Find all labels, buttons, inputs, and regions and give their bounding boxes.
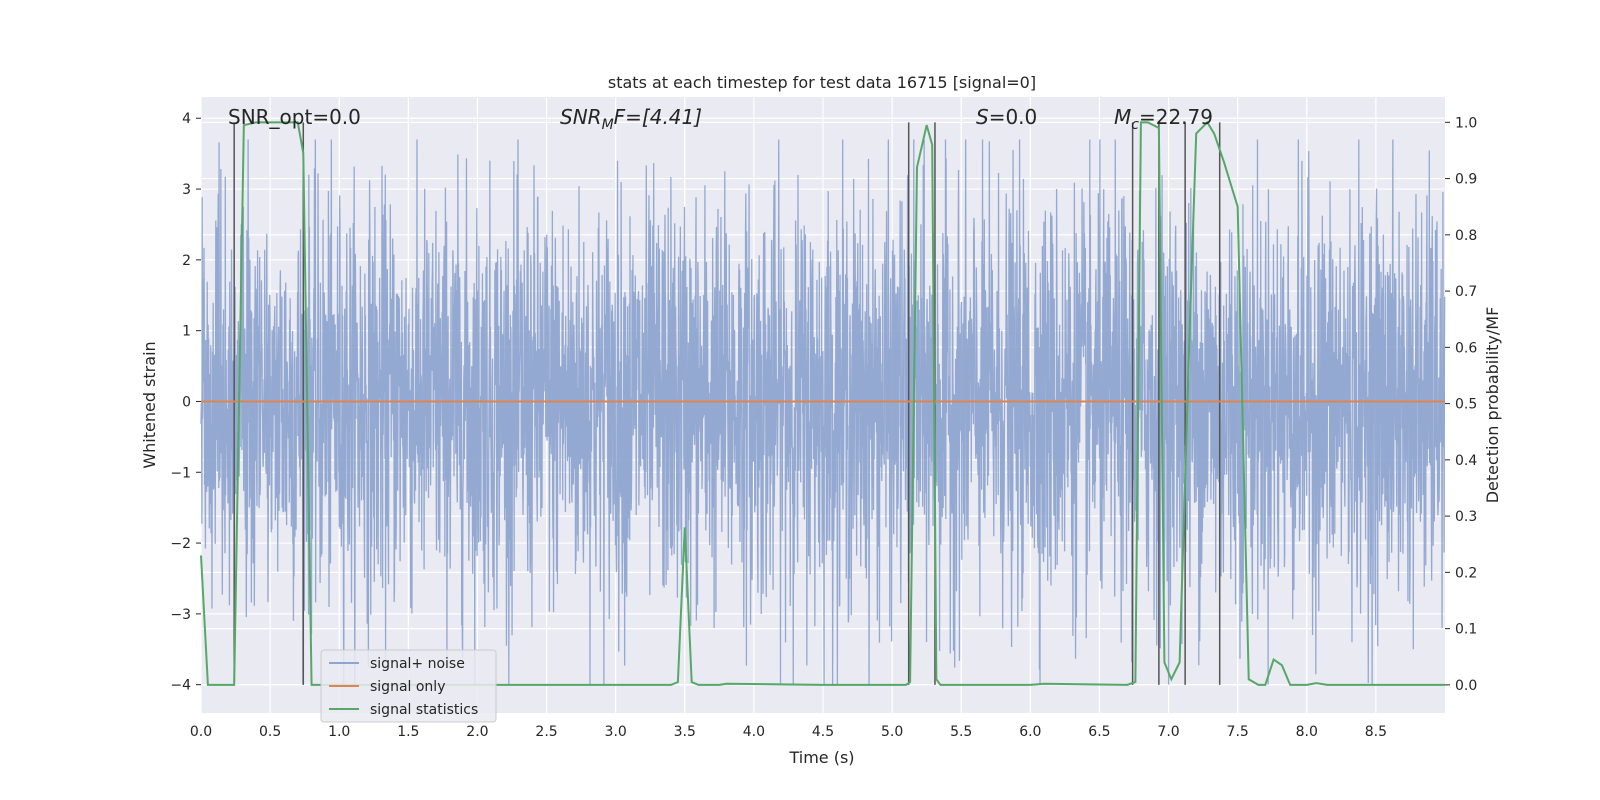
x-tick-label: 8.0 (1296, 724, 1318, 740)
y2-ticks: 1.0 0.9 0.8 0.7 0.6 0.5 0.4 0.3 0.2 0.1 0.0 (1445, 115, 1477, 694)
x-tick-label: 4.0 (743, 724, 765, 740)
y-axis-label: Whitened strain (140, 341, 159, 468)
noise-series (200, 139, 1446, 685)
y-ticks: 4 3 2 1 0 −1 −2 −3 −4 (170, 111, 201, 694)
x-tick-label: 1.5 (397, 724, 419, 740)
legend-label-signal: signal only (370, 679, 445, 695)
annotation-mc: Mc=22.79 (1114, 105, 1213, 133)
y2-tick-label: 0.5 (1455, 397, 1477, 413)
y2-tick-label: 0.1 (1455, 622, 1477, 638)
y2-tick-label: 0.8 (1455, 228, 1477, 244)
y-tick-label: −2 (170, 536, 191, 552)
y2-axis-label: Detection probability/MF (1483, 307, 1502, 504)
x-tick-label: 8.5 (1365, 724, 1387, 740)
x-tick-label: 1.0 (328, 724, 350, 740)
annotation-snr-mf: SNRMF=[4.41] (560, 105, 702, 133)
chart-title: stats at each timestep for test data 167… (608, 73, 1036, 92)
x-tick-label: 7.0 (1157, 724, 1179, 740)
x-tick-label: 3.0 (605, 724, 627, 740)
x-tick-label: 7.5 (1227, 724, 1249, 740)
annotation-s: S=0.0 (976, 105, 1037, 129)
legend-box (320, 649, 497, 723)
x-tick-label: 2.0 (466, 724, 488, 740)
x-tick-label: 6.5 (1088, 724, 1110, 740)
y2-tick-label: 0.4 (1455, 453, 1477, 469)
y-tick-label: −4 (170, 678, 191, 694)
y2-tick-label: 0.3 (1455, 509, 1477, 525)
x-tick-label: 5.5 (950, 724, 972, 740)
annotation-snr-opt: SNR_opt=0.0 (228, 105, 361, 129)
y-tick-label: −3 (170, 607, 191, 623)
y2-tick-label: 0.9 (1455, 172, 1477, 188)
y2-tick-label: 1.0 (1455, 115, 1477, 131)
x-tick-label: 5.0 (881, 724, 903, 740)
y2-tick-label: 0.7 (1455, 284, 1477, 300)
y2-tick-label: 0.6 (1455, 340, 1477, 356)
legend: signal+ noise signal only signal statist… (320, 649, 497, 723)
y-tick-label: −1 (170, 465, 191, 481)
y-tick-label: 1 (182, 324, 191, 340)
y2-tick-label: 0.2 (1455, 565, 1477, 581)
y-tick-label: 2 (182, 253, 191, 269)
x-tick-label: 4.5 (812, 724, 834, 740)
y2-tick-label: 0.0 (1455, 678, 1477, 694)
legend-label-stats: signal statistics (370, 702, 478, 718)
legend-label-noise: signal+ noise (370, 656, 465, 672)
x-tick-label: 0.5 (259, 724, 281, 740)
x-axis-label: Time (s) (788, 748, 854, 767)
x-ticks: 0.0 0.5 1.0 1.5 2.0 2.5 3.0 3.5 4.0 4.5 5.0 5.5 6.0 6… (190, 724, 1387, 740)
y-tick-label: 3 (182, 182, 191, 198)
noise-trace (200, 139, 1446, 685)
y-tick-label: 0 (182, 394, 191, 410)
x-tick-label: 3.5 (674, 724, 696, 740)
x-tick-label: 0.0 (190, 724, 212, 740)
y-tick-label: 4 (182, 111, 191, 127)
x-tick-label: 2.5 (535, 724, 557, 740)
x-tick-label: 6.0 (1019, 724, 1041, 740)
